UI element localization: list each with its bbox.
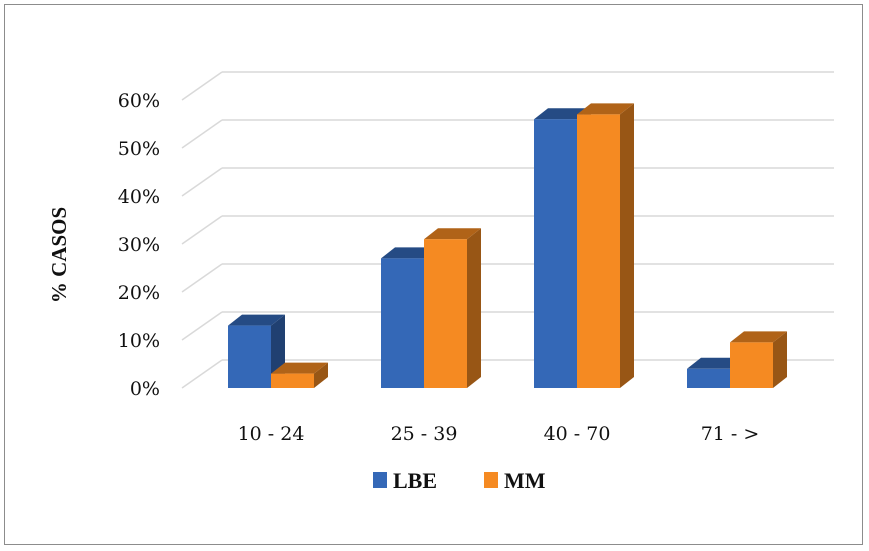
legend: LBE MM <box>373 468 546 493</box>
legend-item-mm: MM <box>484 468 546 493</box>
bar-side <box>773 331 787 388</box>
bar-front <box>687 368 730 388</box>
bar-top <box>577 103 634 115</box>
legend-label: LBE <box>393 468 437 493</box>
y-tick-label: 40% <box>118 186 160 208</box>
bar-top <box>228 314 285 326</box>
gridline-diagonal <box>181 263 223 293</box>
gridline-diagonal <box>181 359 223 389</box>
gridline-diagonal <box>181 215 223 245</box>
bar-lbe-1 <box>228 314 285 388</box>
bar-front <box>271 373 314 388</box>
x-tick-label: 40 - 70 <box>544 423 611 445</box>
y-axis-label: % CASOS <box>47 207 71 303</box>
bar-side <box>620 103 634 389</box>
bar-front <box>424 239 467 388</box>
bar-mm-3 <box>577 103 634 389</box>
x-tick-label: 71 - > <box>701 423 760 445</box>
y-tick-label: 0% <box>130 378 160 400</box>
y-tick-label: 60% <box>118 90 160 112</box>
bar-top <box>730 331 787 343</box>
bar-mm-2 <box>424 228 481 388</box>
bar-front <box>730 342 773 388</box>
bar-top <box>271 362 328 374</box>
y-tick-labels: 0% 10% 20% 30% 40% 50% 60% <box>118 90 160 400</box>
y-tick-label: 10% <box>118 330 160 352</box>
legend-item-lbe: LBE <box>373 468 437 493</box>
gridline-diagonal <box>181 311 223 341</box>
bar-mm-4 <box>730 331 787 388</box>
bar-front <box>577 114 620 389</box>
bar-side <box>467 228 481 388</box>
bar-front <box>228 325 271 388</box>
y-tick-label: 50% <box>118 138 160 160</box>
x-tick-labels: 10 - 24 25 - 39 40 - 70 71 - > <box>238 423 760 445</box>
bar-top <box>534 108 591 120</box>
bar-front <box>534 119 577 388</box>
gridline-diagonal <box>181 119 223 149</box>
x-tick-label: 10 - 24 <box>238 423 305 445</box>
bar-mm-1 <box>271 362 328 388</box>
y-tick-label: 30% <box>118 234 160 256</box>
y-tick-label: 20% <box>118 282 160 304</box>
bars <box>228 103 787 389</box>
gridlines <box>181 71 834 389</box>
legend-swatch <box>373 472 387 488</box>
bar-top <box>687 357 744 369</box>
bar-front <box>381 258 424 388</box>
bar-top <box>424 228 481 240</box>
x-tick-label: 25 - 39 <box>391 423 458 445</box>
legend-label: MM <box>504 468 546 493</box>
bar-side <box>314 362 328 388</box>
gridline-diagonal <box>181 167 223 197</box>
gridline-diagonal <box>181 71 223 101</box>
legend-swatch <box>484 472 498 488</box>
bar-top <box>381 247 438 259</box>
